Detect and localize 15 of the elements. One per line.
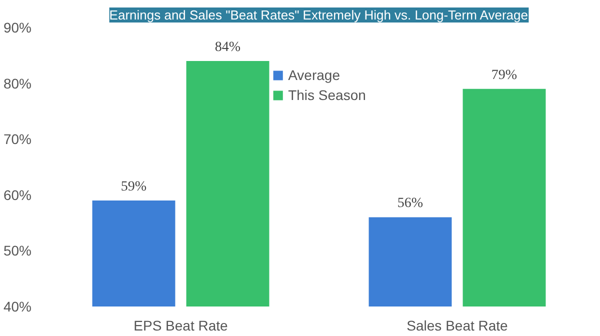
y-tick-label: 60% — [3, 186, 32, 203]
x-tick-label: EPS Beat Rate — [134, 318, 228, 334]
y-tick-label: 80% — [3, 75, 32, 92]
data-label: 79% — [491, 68, 518, 83]
x-tick-label: Sales Beat Rate — [406, 318, 508, 334]
y-tick-label: 90% — [3, 20, 32, 36]
legend-label: Average — [288, 67, 340, 83]
data-label: 56% — [397, 196, 424, 212]
legend-label: This Season — [288, 87, 366, 103]
chart-title: Earnings and Sales "Beat Rates" Extremely High vs. Long-Term Average — [109, 8, 528, 22]
y-tick-label: 40% — [3, 298, 32, 314]
y-tick-label: 50% — [3, 242, 32, 259]
data-label: 59% — [120, 179, 147, 194]
data-label: 84% — [214, 40, 241, 55]
y-tick-label: 70% — [3, 131, 32, 148]
